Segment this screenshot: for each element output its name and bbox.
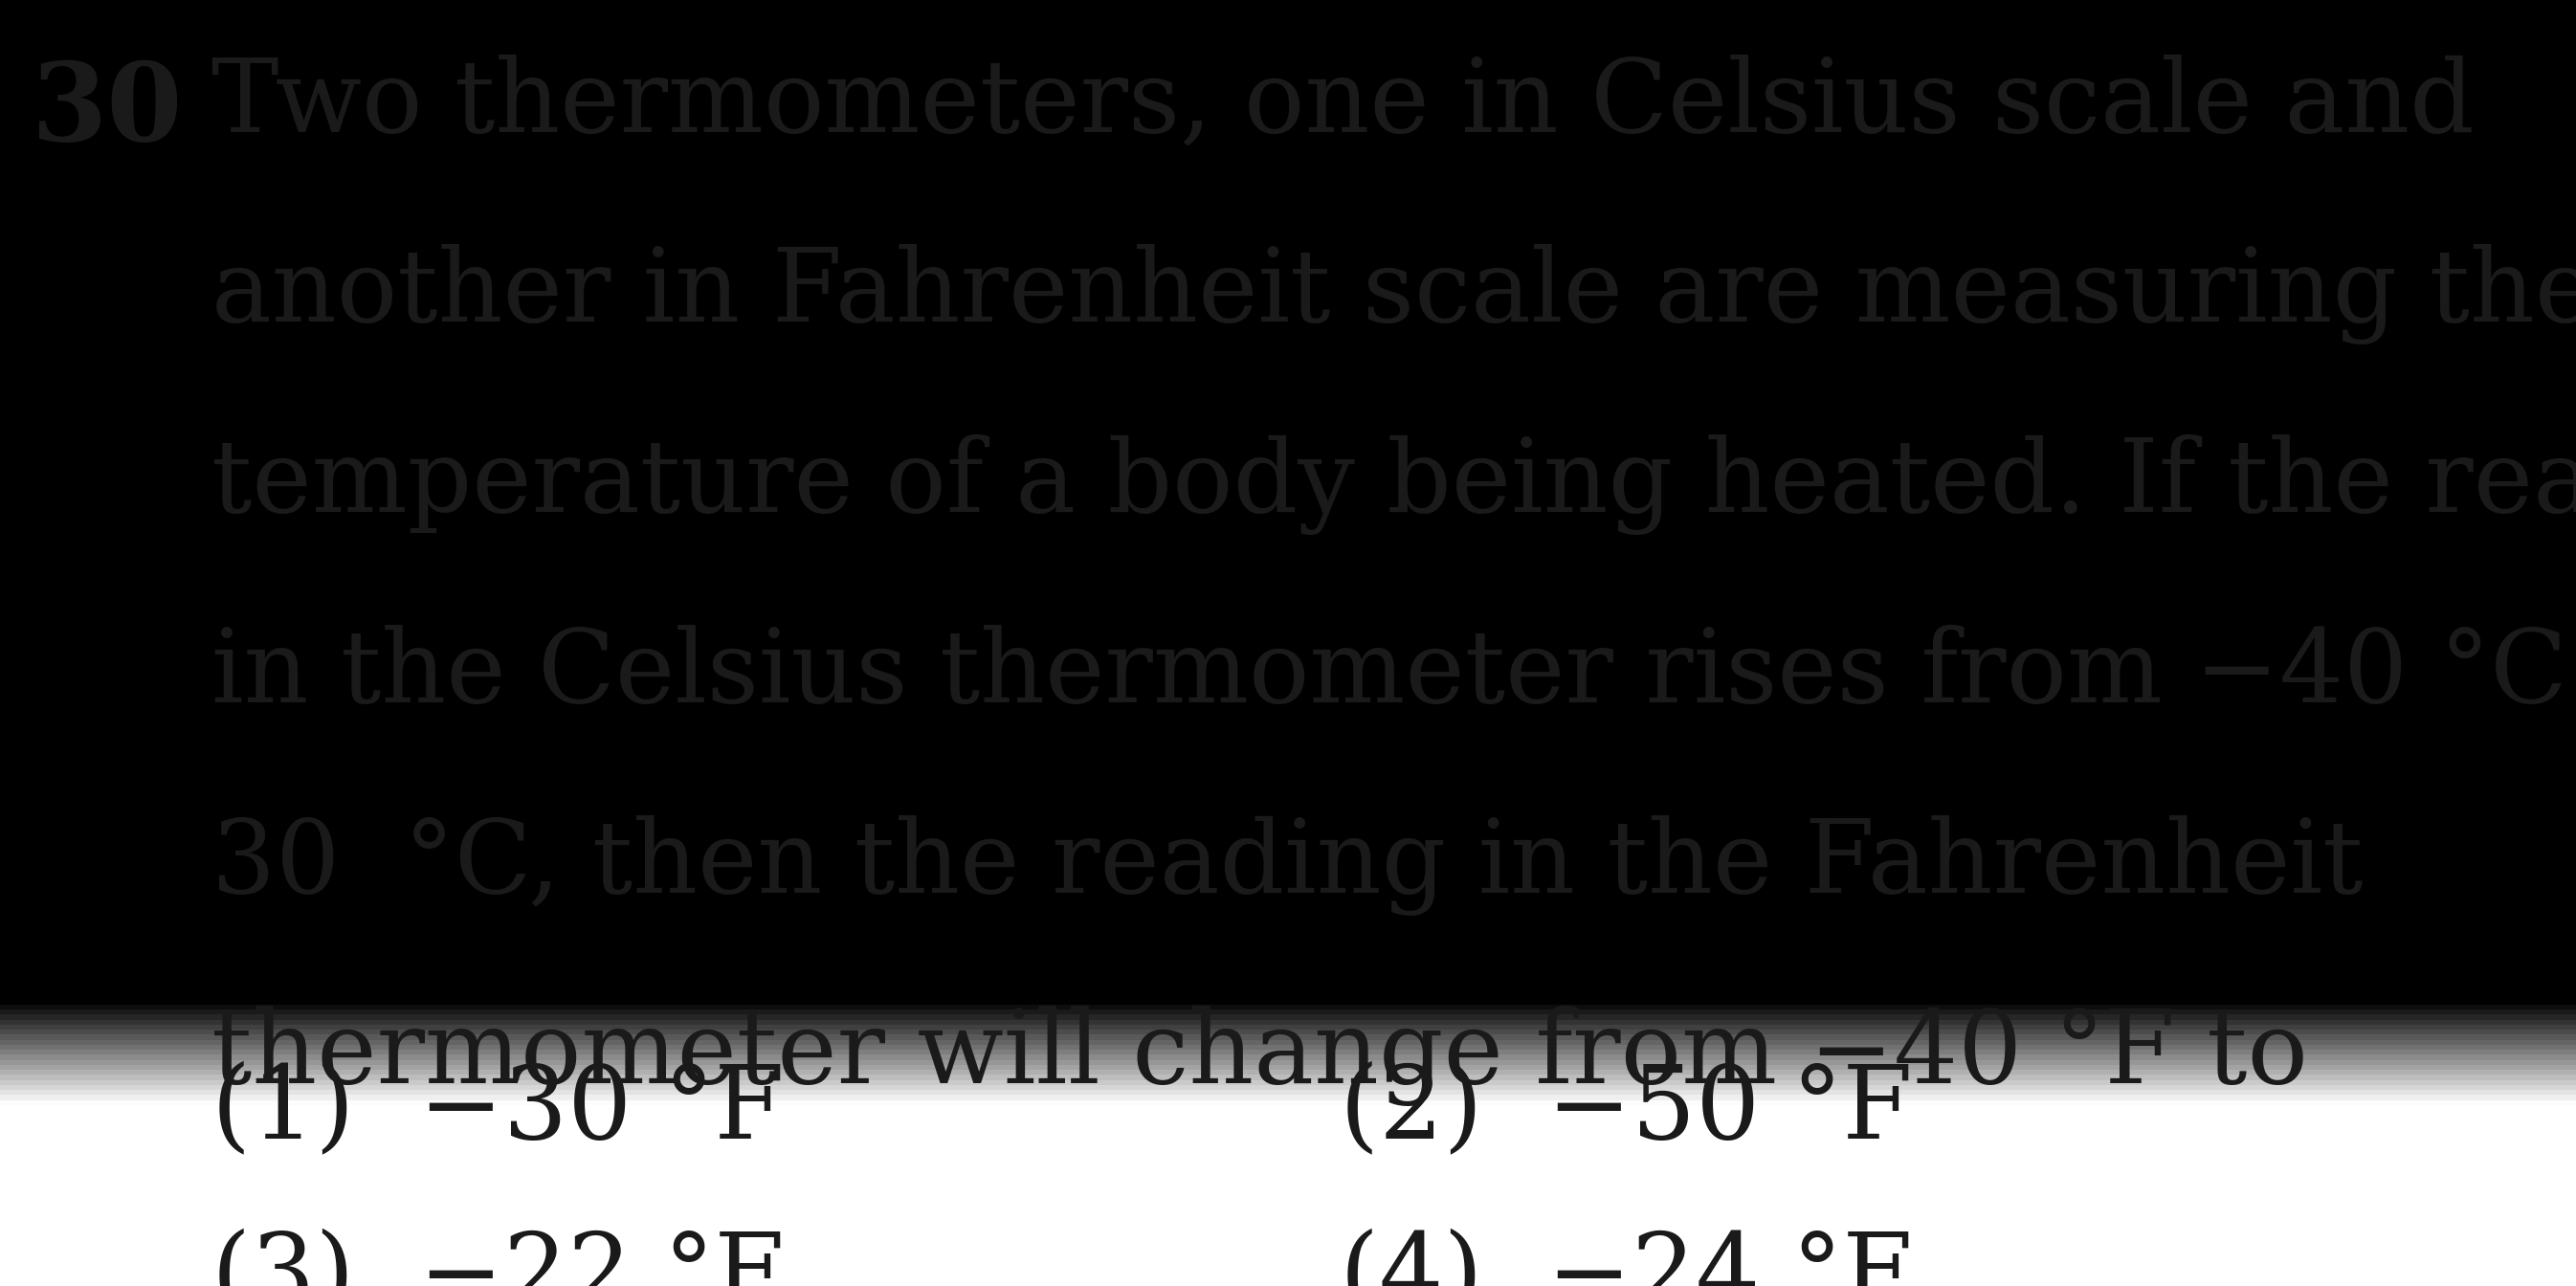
Text: thermometer will change from −40 °F to: thermometer will change from −40 °F to bbox=[211, 1006, 2308, 1106]
Text: Two thermometers, one in Celsius scale and: Two thermometers, one in Celsius scale a… bbox=[211, 54, 2473, 153]
Text: 30: 30 bbox=[31, 58, 183, 165]
Text: 30  °C, then the reading in the Fahrenheit: 30 °C, then the reading in the Fahrenhei… bbox=[211, 815, 2362, 916]
Text: (4)  −24 °F: (4) −24 °F bbox=[1340, 1228, 1911, 1286]
Text: another in Fahrenheit scale are measuring the: another in Fahrenheit scale are measurin… bbox=[211, 244, 2576, 345]
Text: (1)  −30 °F: (1) −30 °F bbox=[211, 1061, 783, 1160]
Text: (2)  −50 °F: (2) −50 °F bbox=[1340, 1061, 1911, 1160]
Text: (3)  −22 °F: (3) −22 °F bbox=[211, 1228, 783, 1286]
Text: in the Celsius thermometer rises from −40 °C to –: in the Celsius thermometer rises from −4… bbox=[211, 625, 2576, 724]
Text: temperature of a body being heated. If the reading: temperature of a body being heated. If t… bbox=[211, 435, 2576, 535]
